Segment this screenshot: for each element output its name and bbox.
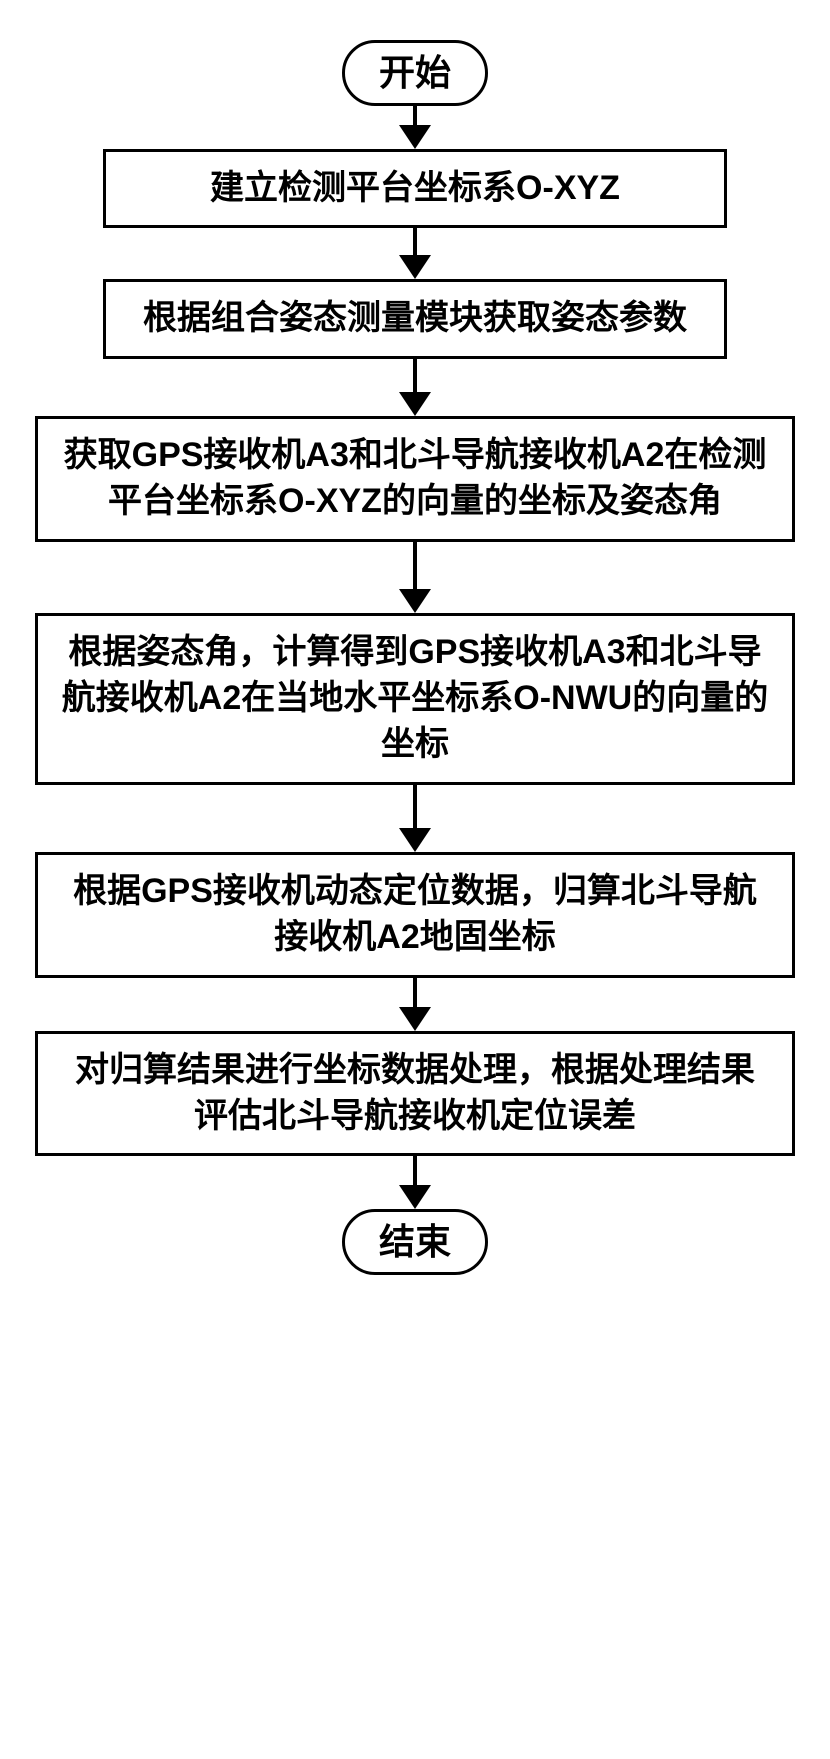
arrow-line	[413, 1156, 417, 1186]
arrow-head-icon	[399, 255, 431, 279]
arrow-6	[399, 1156, 431, 1209]
terminal-start: 开始	[342, 40, 488, 106]
flowchart-container: 开始 建立检测平台坐标系O-XYZ 根据组合姿态测量模块获取姿态参数 获取GPS…	[35, 40, 795, 1275]
arrow-5	[399, 978, 431, 1031]
arrow-head-icon	[399, 125, 431, 149]
process-step-4: 根据姿态角，计算得到GPS接收机A3和北斗导航接收机A2在当地水平坐标系O-NW…	[35, 613, 795, 785]
arrow-head-icon	[399, 828, 431, 852]
arrow-line	[413, 359, 417, 393]
terminal-end: 结束	[342, 1209, 488, 1275]
arrow-head-icon	[399, 392, 431, 416]
arrow-4	[399, 785, 431, 852]
arrow-head-icon	[399, 589, 431, 613]
process-step-2: 根据组合姿态测量模块获取姿态参数	[103, 279, 726, 359]
arrow-1	[399, 228, 431, 279]
arrow-line	[413, 978, 417, 1008]
arrow-0	[399, 106, 431, 149]
arrow-3	[399, 542, 431, 613]
process-step-6: 对归算结果进行坐标数据处理，根据处理结果评估北斗导航接收机定位误差	[35, 1031, 795, 1157]
arrow-line	[413, 785, 417, 829]
arrow-line	[413, 106, 417, 126]
arrow-line	[413, 228, 417, 256]
arrow-head-icon	[399, 1185, 431, 1209]
arrow-2	[399, 359, 431, 416]
process-step-5: 根据GPS接收机动态定位数据，归算北斗导航接收机A2地固坐标	[35, 852, 795, 978]
process-step-3: 获取GPS接收机A3和北斗导航接收机A2在检测平台坐标系O-XYZ的向量的坐标及…	[35, 416, 795, 542]
process-step-1: 建立检测平台坐标系O-XYZ	[103, 149, 726, 229]
arrow-line	[413, 542, 417, 590]
arrow-head-icon	[399, 1007, 431, 1031]
